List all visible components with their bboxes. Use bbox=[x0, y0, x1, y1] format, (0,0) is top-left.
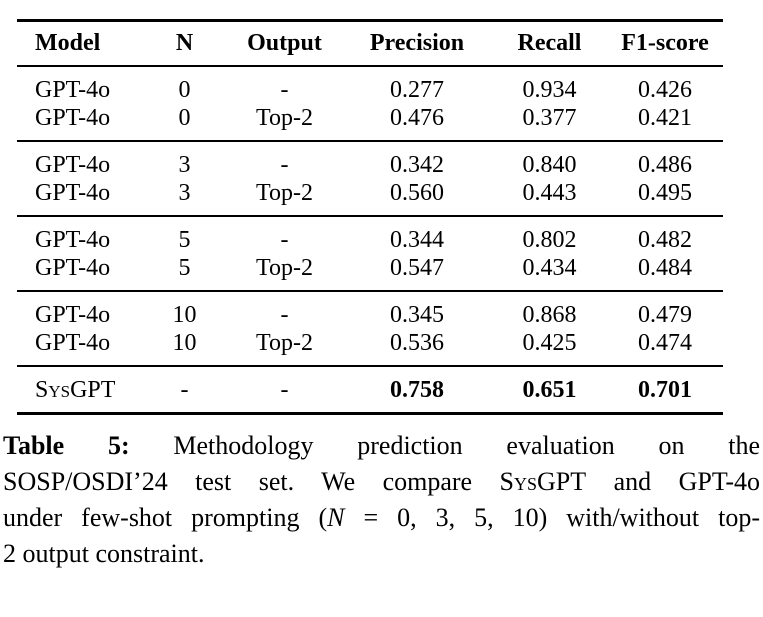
results-table: Model N Output Precision Recall F1-score GPT-… bbox=[17, 19, 723, 415]
cell-output: Top-2 bbox=[256, 330, 313, 356]
cell-model: GPT-4o bbox=[35, 180, 111, 206]
table-group: GPT-4o 10 - 0.345 0.868 0.479 GPT-4o 10 Top-2 0.5… bbox=[17, 291, 723, 366]
table-group: GPT-4o 5 - 0.344 0.802 0.482 GPT-4o 5 Top-2 0.547… bbox=[17, 216, 723, 291]
table-row: GPT-4o 10 - 0.345 0.868 0.479 bbox=[17, 291, 723, 329]
cell-f1: 0.701 bbox=[638, 377, 692, 403]
cell-f1: 0.479 bbox=[638, 302, 692, 328]
caption-text: Methodology prediction evaluation on the bbox=[129, 431, 760, 460]
cell-recall: 0.651 bbox=[522, 377, 577, 403]
caption-text: SysGPT bbox=[499, 467, 587, 496]
cell-f1: 0.474 bbox=[638, 330, 692, 356]
cell-f1: 0.486 bbox=[638, 152, 692, 178]
table-group-final: SysGPT - - 0.758 0.651 0.701 bbox=[17, 366, 723, 414]
cell-n: 10 bbox=[172, 302, 197, 328]
cell-f1: 0.495 bbox=[638, 180, 692, 206]
caption-line: Table 5: Methodology prediction evaluati… bbox=[3, 428, 760, 464]
caption-line: 2 output constraint. bbox=[3, 536, 760, 572]
caption-text: under few-shot prompting ( bbox=[3, 503, 328, 532]
cell-output: Top-2 bbox=[256, 255, 313, 281]
caption-text: N bbox=[327, 503, 345, 532]
cell-output: Top-2 bbox=[256, 105, 313, 131]
column-header-precision: Precision bbox=[369, 30, 465, 56]
cell-n: 5 bbox=[178, 227, 191, 253]
column-header-n: N bbox=[175, 30, 194, 56]
cell-model: GPT-4o bbox=[35, 227, 111, 253]
caption-line: under few-shot prompting (N = 0, 3, 5, 1… bbox=[3, 500, 760, 536]
cell-precision: 0.758 bbox=[390, 377, 444, 403]
table-caption: Table 5: Methodology prediction evaluati… bbox=[3, 428, 760, 572]
cell-recall: 0.377 bbox=[522, 105, 577, 131]
cell-recall: 0.802 bbox=[522, 227, 577, 253]
table-row: GPT-4o 5 - 0.344 0.802 0.482 bbox=[17, 216, 723, 254]
cell-n: - bbox=[180, 377, 189, 403]
cell-model: GPT-4o bbox=[35, 255, 111, 281]
cell-f1: 0.484 bbox=[638, 255, 692, 281]
cell-recall: 0.934 bbox=[522, 77, 577, 103]
cell-recall: 0.434 bbox=[522, 255, 577, 281]
table-group: GPT-4o 0 - 0.277 0.934 0.426 GPT-4o 0 Top-2 0.476… bbox=[17, 66, 723, 141]
cell-n: 10 bbox=[172, 330, 197, 356]
table-row: GPT-4o 5 Top-2 0.547 0.434 0.484 bbox=[17, 254, 723, 291]
caption-text: 2 output constraint. bbox=[3, 539, 205, 568]
cell-output: - bbox=[280, 302, 289, 328]
cell-model: GPT-4o bbox=[35, 77, 111, 103]
cell-f1: 0.426 bbox=[638, 77, 692, 103]
cell-precision: 0.536 bbox=[390, 330, 444, 356]
cell-output: Top-2 bbox=[256, 180, 313, 206]
cell-model: SysGPT bbox=[35, 377, 116, 403]
caption-text: SOSP/OSDI’24 test set. We compare bbox=[3, 467, 500, 496]
caption-text: and GPT-4o bbox=[586, 467, 760, 496]
cell-model: GPT-4o bbox=[35, 302, 111, 328]
cell-recall: 0.443 bbox=[522, 180, 577, 206]
column-header-output: Output bbox=[247, 30, 322, 56]
cell-recall: 0.840 bbox=[522, 152, 577, 178]
cell-precision: 0.277 bbox=[390, 77, 444, 103]
column-header-model: Model bbox=[35, 30, 101, 56]
cell-n: 0 bbox=[178, 77, 191, 103]
cell-model: GPT-4o bbox=[35, 105, 111, 131]
table-row: GPT-4o 3 Top-2 0.560 0.443 0.495 bbox=[17, 179, 723, 216]
cell-n: 3 bbox=[178, 180, 191, 206]
cell-f1: 0.421 bbox=[638, 105, 692, 131]
table-row: GPT-4o 3 - 0.342 0.840 0.486 bbox=[17, 141, 723, 179]
cell-precision: 0.342 bbox=[390, 152, 444, 178]
column-header-recall: Recall bbox=[517, 30, 582, 56]
cell-recall: 0.425 bbox=[522, 330, 577, 356]
table-row: GPT-4o 0 Top-2 0.476 0.377 0.421 bbox=[17, 104, 723, 141]
cell-output: - bbox=[280, 227, 289, 253]
table-row: GPT-4o 0 - 0.277 0.934 0.426 bbox=[17, 66, 723, 104]
cell-precision: 0.345 bbox=[390, 302, 444, 328]
cell-precision: 0.547 bbox=[390, 255, 444, 281]
table-header-row: Model N Output Precision Recall F1-score bbox=[17, 21, 723, 67]
cell-precision: 0.476 bbox=[390, 105, 444, 131]
table-row: GPT-4o 10 Top-2 0.536 0.425 0.474 bbox=[17, 329, 723, 366]
cell-n: 3 bbox=[178, 152, 191, 178]
cell-model: GPT-4o bbox=[35, 152, 111, 178]
table-row: SysGPT - - 0.758 0.651 0.701 bbox=[17, 366, 723, 414]
cell-output: - bbox=[280, 152, 289, 178]
column-header-f1: F1-score bbox=[621, 30, 709, 56]
cell-model: GPT-4o bbox=[35, 330, 111, 356]
caption-text: = 0, 3, 5, 10) with/without top- bbox=[344, 503, 760, 532]
caption-text: Table 5: bbox=[3, 431, 130, 460]
cell-n: 5 bbox=[178, 255, 191, 281]
cell-precision: 0.344 bbox=[390, 227, 444, 253]
cell-output: - bbox=[280, 377, 289, 403]
cell-n: 0 bbox=[178, 105, 191, 131]
table-header: Model N Output Precision Recall F1-score bbox=[17, 20, 723, 67]
table-group: GPT-4o 3 - 0.342 0.840 0.486 GPT-4o 3 Top-2 0.560… bbox=[17, 141, 723, 216]
cell-f1: 0.482 bbox=[638, 227, 692, 253]
cell-precision: 0.560 bbox=[390, 180, 444, 206]
cell-output: - bbox=[280, 77, 289, 103]
cell-recall: 0.868 bbox=[522, 302, 577, 328]
caption-line: SOSP/OSDI’24 test set. We compare SysGPT… bbox=[3, 464, 760, 500]
